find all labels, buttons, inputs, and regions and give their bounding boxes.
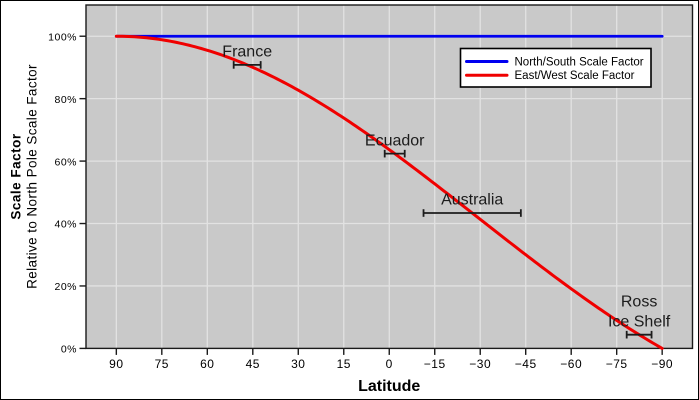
svg-text:−60: −60: [560, 357, 582, 371]
svg-text:Ice Shelf: Ice Shelf: [608, 314, 671, 331]
svg-text:60%: 60%: [54, 156, 77, 168]
svg-text:Latitude: Latitude: [358, 378, 420, 395]
svg-text:−15: −15: [424, 357, 446, 371]
svg-text:−90: −90: [651, 357, 673, 371]
svg-text:45: 45: [246, 357, 260, 371]
svg-text:Australia: Australia: [441, 192, 503, 209]
svg-text:60: 60: [200, 357, 214, 371]
svg-text:15: 15: [337, 357, 351, 371]
svg-text:Relative to North Pole Scale F: Relative to North Pole Scale Factor: [24, 64, 39, 289]
svg-text:90: 90: [109, 357, 123, 371]
svg-text:France: France: [222, 44, 272, 61]
svg-text:0: 0: [386, 357, 393, 371]
svg-text:Ecuador: Ecuador: [365, 133, 425, 150]
svg-text:80%: 80%: [54, 94, 77, 106]
svg-text:40%: 40%: [54, 219, 77, 231]
svg-text:−75: −75: [606, 357, 628, 371]
svg-text:−45: −45: [515, 357, 537, 371]
svg-text:0%: 0%: [61, 344, 77, 356]
svg-text:Scale Factor: Scale Factor: [8, 133, 23, 220]
svg-text:−30: −30: [469, 357, 491, 371]
svg-text:20%: 20%: [54, 281, 77, 293]
svg-text:Ross: Ross: [621, 294, 657, 311]
svg-text:30: 30: [291, 357, 305, 371]
svg-text:100%: 100%: [48, 31, 77, 43]
svg-text:North/South Scale Factor: North/South Scale Factor: [515, 57, 644, 69]
svg-text:75: 75: [155, 357, 169, 371]
svg-text:East/West Scale Factor: East/West Scale Factor: [515, 70, 635, 82]
